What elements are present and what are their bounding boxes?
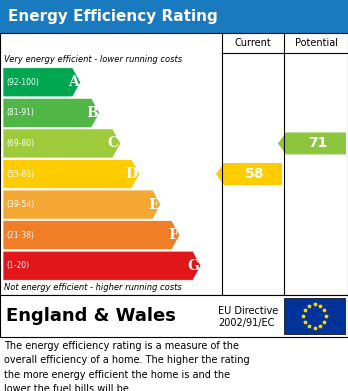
Text: Very energy efficient - lower running costs: Very energy efficient - lower running co… xyxy=(4,56,182,65)
Text: 58: 58 xyxy=(245,167,265,181)
Polygon shape xyxy=(278,133,346,154)
Polygon shape xyxy=(3,251,201,280)
Text: The energy efficiency rating is a measure of the
overall efficiency of a home. T: The energy efficiency rating is a measur… xyxy=(4,341,250,391)
Text: (39-54): (39-54) xyxy=(6,200,34,209)
Text: C: C xyxy=(108,136,119,151)
Polygon shape xyxy=(3,68,81,97)
Text: A: A xyxy=(68,75,79,89)
Text: (1-20): (1-20) xyxy=(6,261,29,270)
Bar xyxy=(284,298,345,334)
Polygon shape xyxy=(3,98,100,127)
Text: G: G xyxy=(187,259,199,273)
Polygon shape xyxy=(3,129,121,158)
Polygon shape xyxy=(3,221,180,250)
Text: Current: Current xyxy=(235,38,271,48)
Text: (55-68): (55-68) xyxy=(6,170,34,179)
Polygon shape xyxy=(216,163,282,185)
Bar xyxy=(0,295,348,337)
Text: F: F xyxy=(168,228,178,242)
Text: 2002/91/EC: 2002/91/EC xyxy=(218,318,274,328)
Text: England & Wales: England & Wales xyxy=(6,307,176,325)
Text: D: D xyxy=(126,167,138,181)
Text: B: B xyxy=(86,106,98,120)
Text: 71: 71 xyxy=(308,136,328,151)
Text: EU Directive: EU Directive xyxy=(218,306,278,316)
Bar xyxy=(0,0,348,33)
Bar xyxy=(0,33,348,295)
Text: (81-91): (81-91) xyxy=(6,108,34,117)
Text: (21-38): (21-38) xyxy=(6,231,34,240)
Polygon shape xyxy=(3,160,140,188)
Text: Energy Efficiency Rating: Energy Efficiency Rating xyxy=(8,9,218,24)
Polygon shape xyxy=(3,190,161,219)
Text: (69-80): (69-80) xyxy=(6,139,34,148)
Text: (92-100): (92-100) xyxy=(6,78,39,87)
Text: E: E xyxy=(148,197,159,212)
Text: Potential: Potential xyxy=(294,38,338,48)
Text: Not energy efficient - higher running costs: Not energy efficient - higher running co… xyxy=(4,283,182,292)
